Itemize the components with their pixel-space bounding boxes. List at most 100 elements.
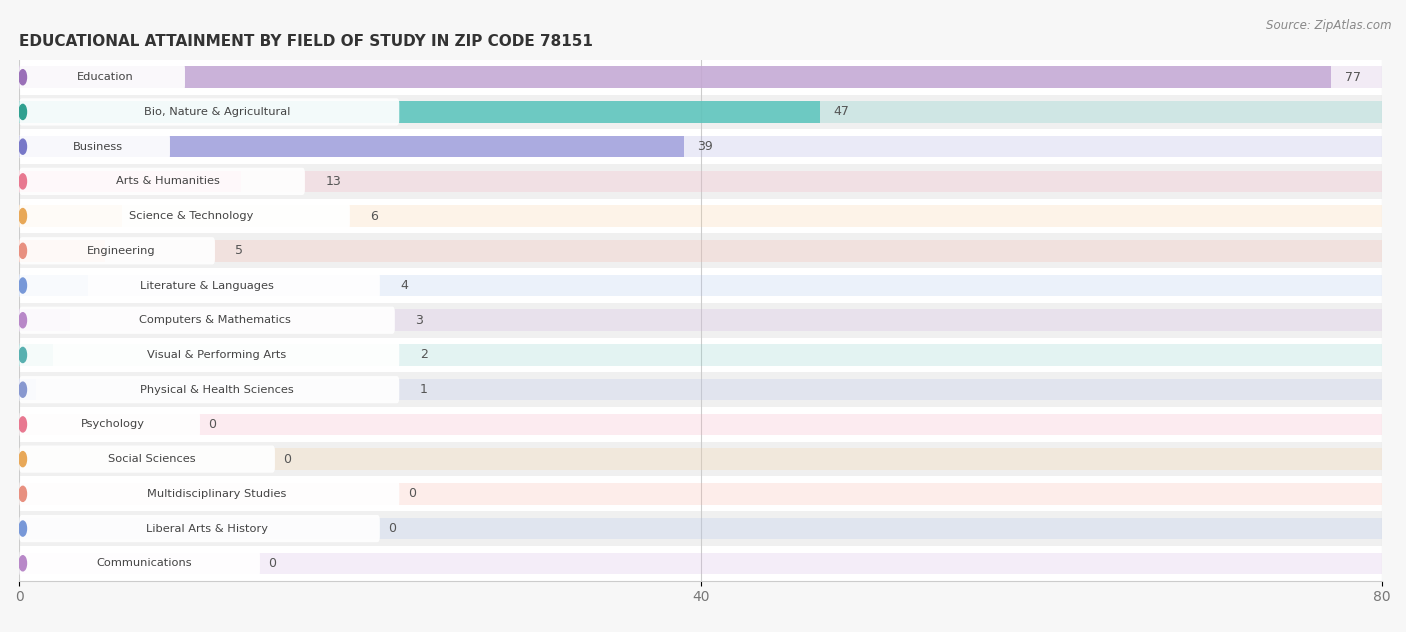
- Text: 0: 0: [388, 522, 396, 535]
- Circle shape: [20, 348, 27, 363]
- Bar: [20, 310, 70, 331]
- Bar: [20, 136, 1382, 157]
- Text: Liberal Arts & History: Liberal Arts & History: [146, 523, 267, 533]
- FancyBboxPatch shape: [20, 133, 170, 161]
- Circle shape: [20, 278, 27, 293]
- Bar: [20, 268, 1382, 303]
- Circle shape: [20, 417, 27, 432]
- Text: 77: 77: [1344, 71, 1361, 83]
- Text: 0: 0: [269, 557, 277, 570]
- Bar: [20, 303, 1382, 337]
- Circle shape: [20, 452, 27, 466]
- Bar: [20, 337, 1382, 372]
- Bar: [20, 477, 1382, 511]
- Text: Business: Business: [73, 142, 122, 152]
- Text: Literature & Languages: Literature & Languages: [139, 281, 274, 291]
- Bar: [20, 101, 820, 123]
- FancyBboxPatch shape: [20, 550, 260, 577]
- Text: Education: Education: [77, 72, 134, 82]
- Text: Physical & Health Sciences: Physical & Health Sciences: [141, 385, 294, 394]
- Bar: [20, 448, 1382, 470]
- Bar: [20, 518, 1382, 539]
- Circle shape: [20, 174, 27, 189]
- FancyBboxPatch shape: [20, 237, 215, 264]
- FancyBboxPatch shape: [20, 411, 200, 438]
- Text: Bio, Nature & Agricultural: Bio, Nature & Agricultural: [143, 107, 290, 117]
- Circle shape: [20, 521, 27, 536]
- FancyBboxPatch shape: [20, 99, 399, 126]
- Circle shape: [20, 556, 27, 571]
- Bar: [20, 275, 1382, 296]
- Text: Source: ZipAtlas.com: Source: ZipAtlas.com: [1267, 19, 1392, 32]
- Bar: [20, 233, 1382, 268]
- Bar: [20, 66, 1382, 88]
- Text: 47: 47: [834, 106, 849, 118]
- Bar: [20, 275, 87, 296]
- Bar: [20, 101, 1382, 123]
- Bar: [20, 95, 1382, 130]
- Text: 39: 39: [697, 140, 713, 153]
- FancyBboxPatch shape: [20, 167, 305, 195]
- Text: EDUCATIONAL ATTAINMENT BY FIELD OF STUDY IN ZIP CODE 78151: EDUCATIONAL ATTAINMENT BY FIELD OF STUDY…: [20, 34, 593, 49]
- Bar: [20, 198, 1382, 233]
- Bar: [20, 171, 1382, 192]
- Text: Arts & Humanities: Arts & Humanities: [115, 176, 219, 186]
- Bar: [20, 372, 1382, 407]
- Bar: [20, 379, 37, 401]
- FancyBboxPatch shape: [20, 272, 380, 299]
- Circle shape: [20, 209, 27, 224]
- Bar: [20, 511, 1382, 546]
- Bar: [20, 483, 1382, 504]
- Circle shape: [20, 70, 27, 85]
- Bar: [20, 205, 121, 227]
- FancyBboxPatch shape: [20, 341, 399, 368]
- Circle shape: [20, 486, 27, 501]
- Text: 5: 5: [235, 245, 243, 257]
- Text: Communications: Communications: [97, 558, 193, 568]
- FancyBboxPatch shape: [20, 446, 276, 473]
- Text: Computers & Mathematics: Computers & Mathematics: [139, 315, 291, 325]
- Text: Engineering: Engineering: [87, 246, 155, 256]
- Text: 3: 3: [415, 313, 423, 327]
- Text: 4: 4: [401, 279, 408, 292]
- Bar: [20, 240, 1382, 262]
- Bar: [20, 60, 1382, 95]
- Bar: [20, 344, 53, 366]
- FancyBboxPatch shape: [20, 515, 380, 542]
- Text: Social Sciences: Social Sciences: [108, 454, 195, 464]
- Text: 2: 2: [420, 348, 427, 362]
- Bar: [20, 344, 1382, 366]
- Bar: [20, 130, 1382, 164]
- Text: 0: 0: [208, 418, 217, 431]
- Text: 1: 1: [420, 383, 427, 396]
- Bar: [20, 205, 1382, 227]
- Text: Psychology: Psychology: [82, 420, 145, 429]
- Bar: [20, 66, 1331, 88]
- Circle shape: [20, 104, 27, 119]
- Circle shape: [20, 139, 27, 154]
- Text: 0: 0: [284, 453, 291, 466]
- Text: Science & Technology: Science & Technology: [129, 211, 253, 221]
- Circle shape: [20, 243, 27, 258]
- Bar: [20, 442, 1382, 477]
- Bar: [20, 546, 1382, 581]
- FancyBboxPatch shape: [20, 307, 395, 334]
- Bar: [20, 379, 1382, 401]
- Bar: [20, 240, 104, 262]
- Bar: [20, 413, 1382, 435]
- Bar: [20, 310, 1382, 331]
- FancyBboxPatch shape: [20, 64, 186, 91]
- Text: 6: 6: [370, 210, 378, 222]
- Text: Multidisciplinary Studies: Multidisciplinary Studies: [148, 489, 287, 499]
- FancyBboxPatch shape: [20, 202, 350, 229]
- Text: 0: 0: [408, 487, 416, 501]
- Circle shape: [20, 382, 27, 398]
- Text: 13: 13: [325, 175, 342, 188]
- Circle shape: [20, 313, 27, 328]
- Text: Visual & Performing Arts: Visual & Performing Arts: [148, 350, 287, 360]
- Bar: [20, 136, 683, 157]
- FancyBboxPatch shape: [20, 480, 399, 507]
- Bar: [20, 552, 1382, 574]
- Bar: [20, 171, 240, 192]
- Bar: [20, 164, 1382, 198]
